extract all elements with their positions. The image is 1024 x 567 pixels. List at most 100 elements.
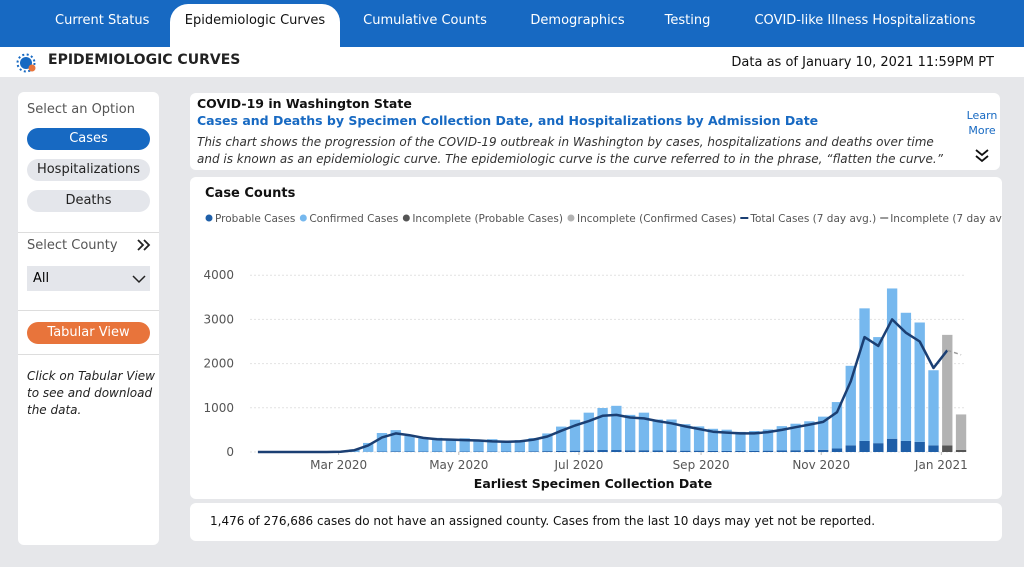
bar — [735, 450, 746, 452]
y-tick-label: 2000 — [203, 357, 234, 371]
bar — [624, 414, 636, 451]
bar — [818, 449, 829, 452]
nav-tab[interactable]: Epidemiologic Curves — [170, 4, 340, 47]
logo-icon — [16, 53, 36, 73]
bar — [597, 408, 608, 451]
bar — [928, 370, 939, 446]
footnote-card: 1,476 of 276,686 cases do not have an as… — [190, 503, 1002, 541]
bar — [859, 440, 870, 452]
chart: Case Counts Earliest Specimen Collection… — [203, 186, 1015, 491]
bar — [914, 441, 925, 452]
legend-label: Total Cases (7 day avg.) — [749, 213, 876, 225]
nav-tab[interactable]: COVID-like Illness Hospitalizations — [754, 13, 976, 28]
chart-title: Case Counts — [205, 186, 296, 201]
bar — [652, 419, 663, 451]
bar — [873, 443, 884, 452]
bar — [556, 450, 567, 452]
legend-marker — [567, 214, 575, 222]
bar — [597, 450, 608, 452]
option-button[interactable]: Hospitalizations — [27, 159, 150, 181]
info-panel: COVID-19 in Washington State Cases and D… — [190, 93, 1000, 170]
x-axis-title: Earliest Specimen Collection Date — [474, 476, 712, 491]
bar — [914, 322, 925, 442]
page-title: EPIDEMIOLOGIC CURVES — [48, 52, 241, 68]
bar — [886, 438, 898, 452]
sidebar: Select an Option Select County All Tabul… — [18, 92, 159, 545]
bar — [831, 402, 843, 449]
bar — [762, 429, 774, 451]
bar — [942, 445, 953, 452]
bar — [873, 337, 884, 444]
legend-marker — [205, 214, 213, 222]
bar — [652, 450, 663, 452]
bar — [790, 450, 801, 452]
y-tick-label: 3000 — [203, 312, 234, 326]
x-tick-label: Nov 2020 — [792, 458, 850, 472]
tabular-button[interactable]: Tabular View — [27, 322, 150, 344]
info-description: This chart shows the progression of the … — [197, 135, 943, 166]
bar — [707, 428, 719, 451]
bar — [721, 450, 732, 452]
line — [257, 318, 949, 454]
bar — [611, 450, 622, 452]
x-tick-label: Jul 2020 — [554, 458, 604, 472]
option-button[interactable]: Deaths — [27, 190, 150, 212]
legend-marker — [402, 214, 410, 222]
bar — [707, 450, 719, 452]
expand-icon[interactable] — [136, 238, 152, 252]
bar — [790, 423, 801, 451]
bar — [886, 288, 898, 439]
bar — [776, 450, 787, 452]
bar — [776, 426, 787, 451]
bar — [955, 449, 967, 452]
x-tick-label: Sep 2020 — [673, 458, 730, 472]
bar — [431, 437, 443, 452]
bar — [390, 451, 401, 452]
bar — [459, 438, 470, 452]
x-tick-label: May 2020 — [429, 458, 488, 472]
x-tick-label: Jan 2021 — [914, 458, 968, 472]
bar — [955, 414, 967, 450]
line — [947, 349, 962, 356]
bar — [528, 438, 539, 452]
nav-tab[interactable]: Cumulative Counts — [363, 13, 487, 28]
bar — [500, 441, 512, 452]
bar — [638, 450, 650, 452]
legend-label: Incomplete (7 day avg.) — [890, 213, 1002, 225]
y-tick-label: 4000 — [203, 268, 234, 282]
bar — [583, 412, 594, 451]
tabular-note: Click on Tabular View to see and downloa… — [27, 369, 155, 417]
x-tick-label: Mar 2020 — [310, 458, 367, 472]
bar — [845, 365, 856, 446]
nav-tab[interactable]: Current Status — [55, 13, 150, 28]
bar — [666, 419, 677, 451]
bar — [390, 430, 401, 452]
bar — [556, 426, 567, 451]
bar — [900, 312, 912, 441]
bar — [542, 451, 553, 452]
bar — [735, 431, 746, 451]
nav-tab[interactable]: Testing — [664, 13, 711, 28]
scroll-icon[interactable] — [974, 148, 990, 164]
bar — [666, 450, 677, 452]
bar — [624, 450, 636, 452]
bar — [928, 445, 939, 452]
bar — [514, 440, 526, 452]
bar — [818, 416, 829, 450]
header: EPIDEMIOLOGIC CURVES Data as of January … — [0, 47, 1024, 77]
bar — [749, 431, 760, 451]
option-button[interactable]: Cases — [27, 128, 150, 150]
y-tick-label: 1000 — [203, 401, 234, 415]
bar — [487, 439, 498, 452]
county-dropdown[interactable]: All — [27, 266, 150, 291]
footnote: 1,476 of 276,686 cases do not have an as… — [210, 514, 876, 528]
legend-label: Incomplete (Probable Cases) — [412, 213, 563, 225]
county-label: Select County — [27, 238, 118, 253]
y-tick-label: 0 — [226, 445, 234, 459]
learn-more[interactable]: Learn More — [966, 109, 998, 137]
info-subheading: Cases and Deaths by Specimen Collection … — [197, 113, 819, 128]
bar — [762, 450, 774, 452]
nav-tab[interactable]: Demographics — [530, 13, 625, 28]
bar — [638, 412, 650, 451]
bar — [804, 450, 815, 452]
